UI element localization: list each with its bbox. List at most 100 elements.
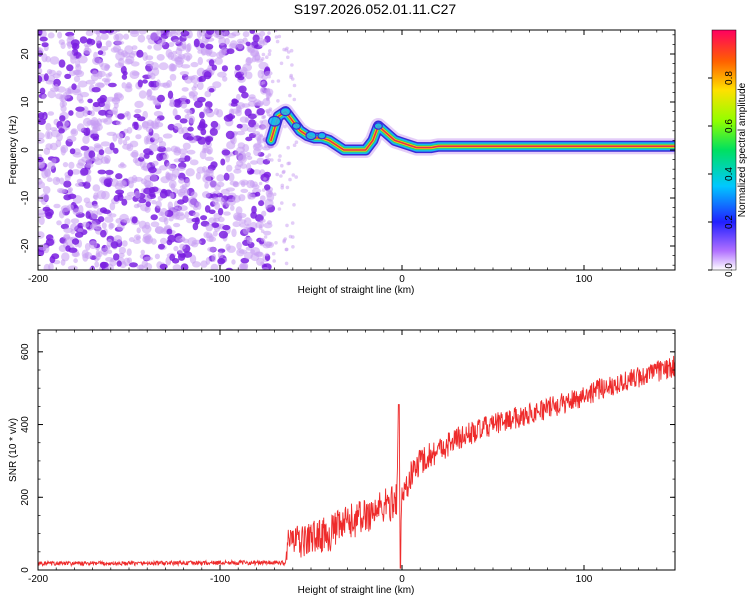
noise-speck	[171, 168, 180, 178]
noise-speck	[261, 267, 270, 270]
noise-speck	[105, 169, 114, 175]
noise-speck	[138, 198, 147, 204]
noise-speck	[122, 70, 128, 76]
noise-speck	[245, 71, 253, 80]
noise-speck	[91, 210, 99, 220]
snr-y-ticks: 0 200 400 600	[20, 333, 675, 573]
noise-speck	[150, 31, 160, 41]
noise-speck	[234, 64, 241, 71]
noise-speck	[252, 34, 260, 43]
noise-speck	[90, 73, 99, 82]
noise-speck	[178, 191, 185, 198]
noise-speck	[38, 216, 45, 226]
noise-speck	[256, 157, 265, 165]
noise-speck	[121, 74, 128, 80]
noise-speck	[137, 79, 143, 88]
noise-speck	[222, 224, 231, 231]
x-tick-label: 100	[576, 274, 593, 285]
noise-speck	[216, 181, 225, 188]
noise-speck	[259, 195, 266, 202]
noise-speck	[126, 81, 132, 89]
noise-speck	[43, 244, 50, 254]
noise-speck	[140, 249, 145, 255]
noise-speck	[38, 61, 42, 69]
noise-speck	[160, 237, 168, 245]
noise-speck	[181, 40, 187, 49]
noise-speck	[113, 253, 120, 261]
noise-speck	[280, 185, 285, 190]
noise-speck	[106, 96, 116, 102]
noise-speck	[207, 246, 217, 252]
colorbar-tick-label: 0.0	[724, 263, 735, 277]
noise-speck	[290, 221, 295, 225]
noise-speck	[214, 108, 219, 116]
noise-speck	[240, 188, 249, 193]
noise-speck	[247, 193, 256, 200]
noise-speck	[72, 208, 80, 216]
noise-speck	[250, 50, 260, 57]
noise-speck	[39, 87, 46, 95]
noise-speck	[183, 251, 193, 258]
noise-speck	[158, 141, 167, 148]
noise-speck	[238, 249, 248, 254]
noise-speck	[40, 193, 50, 202]
noise-speck	[93, 143, 102, 149]
noise-speck	[73, 69, 83, 76]
noise-speck	[266, 97, 270, 102]
noise-speck	[150, 121, 155, 130]
noise-speck	[262, 115, 267, 119]
noise-speck	[82, 135, 90, 144]
noise-speck	[103, 178, 112, 187]
noise-speck	[270, 79, 275, 84]
noise-speck	[289, 48, 294, 53]
noise-speck	[223, 30, 229, 37]
noise-speck	[86, 38, 93, 45]
noise-speck	[89, 240, 98, 249]
noise-speck	[67, 188, 72, 194]
noise-speck	[70, 229, 76, 235]
noise-speck	[267, 52, 272, 56]
noise-speck	[71, 238, 80, 245]
noise-speck	[100, 261, 109, 268]
noise-speck	[188, 198, 198, 208]
noise-speck	[204, 90, 212, 98]
noise-speck	[274, 35, 279, 39]
noise-speck	[171, 50, 178, 55]
noise-speck	[71, 169, 81, 175]
noise-speck	[156, 54, 165, 61]
y-tick-label: -20	[20, 238, 31, 253]
noise-speck	[90, 117, 99, 126]
noise-speck	[193, 83, 199, 89]
noise-speck	[279, 61, 284, 66]
noise-speck	[172, 39, 181, 44]
noise-speck	[75, 110, 85, 119]
noise-speck	[178, 249, 184, 254]
noise-speck	[98, 109, 107, 116]
noise-speck	[175, 235, 186, 243]
noise-speck	[156, 146, 167, 153]
noise-speck	[203, 71, 212, 80]
noise-speck	[185, 43, 191, 53]
noise-speck	[179, 243, 186, 250]
noise-speck	[134, 190, 141, 199]
noise-speck	[286, 55, 290, 60]
ridge-blob	[373, 122, 383, 130]
noise-speck	[170, 145, 179, 153]
noise-speck	[209, 180, 218, 188]
noise-speck	[225, 267, 234, 270]
noise-speck	[146, 95, 156, 101]
noise-speck	[113, 147, 119, 154]
noise-speck	[226, 48, 235, 55]
noise-speck	[172, 108, 178, 117]
noise-speck	[102, 209, 111, 214]
noise-speck	[199, 42, 205, 49]
noise-speck	[244, 117, 250, 124]
noise-speck	[234, 150, 240, 156]
noise-speck	[267, 157, 271, 162]
noise-speck	[291, 173, 296, 177]
noise-speck	[224, 37, 230, 45]
noise-speck	[64, 218, 71, 226]
noise-speck	[83, 181, 91, 189]
noise-speck	[145, 60, 154, 67]
noise-speck	[104, 158, 110, 165]
